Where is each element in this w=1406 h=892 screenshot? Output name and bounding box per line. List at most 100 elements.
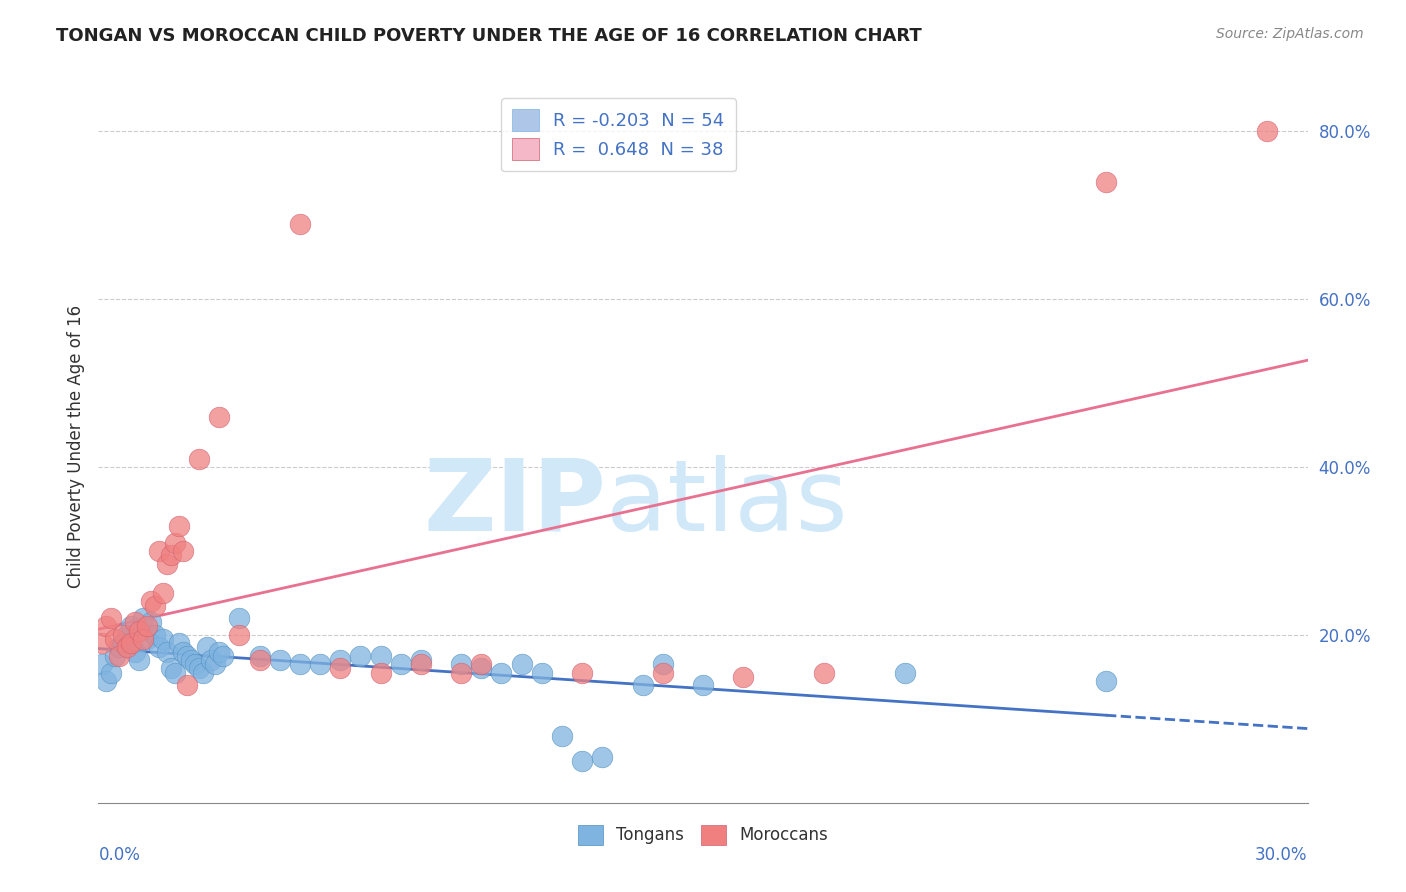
Point bbox=[115, 640, 138, 655]
Point bbox=[120, 636, 142, 650]
Point bbox=[551, 729, 574, 743]
Point bbox=[450, 665, 472, 680]
Point bbox=[103, 648, 125, 663]
Text: 0.0%: 0.0% bbox=[98, 846, 141, 863]
Point bbox=[309, 657, 332, 672]
Point bbox=[139, 615, 162, 630]
Point bbox=[470, 661, 492, 675]
Point bbox=[195, 640, 218, 655]
Point bbox=[208, 409, 231, 424]
Point bbox=[143, 628, 166, 642]
Point bbox=[100, 665, 122, 680]
Point bbox=[329, 661, 352, 675]
Point bbox=[591, 749, 613, 764]
Point bbox=[115, 628, 138, 642]
Point bbox=[91, 636, 114, 650]
Point bbox=[128, 624, 150, 638]
Point bbox=[204, 657, 226, 672]
Point bbox=[132, 611, 155, 625]
Point bbox=[120, 619, 142, 633]
Point bbox=[128, 653, 150, 667]
Y-axis label: Child Poverty Under the Age of 16: Child Poverty Under the Age of 16 bbox=[66, 304, 84, 588]
Point bbox=[148, 544, 170, 558]
Point bbox=[491, 665, 513, 680]
Point bbox=[124, 615, 146, 630]
Point bbox=[208, 645, 231, 659]
Point bbox=[135, 619, 157, 633]
Point bbox=[163, 665, 186, 680]
Text: Source: ZipAtlas.com: Source: ZipAtlas.com bbox=[1216, 27, 1364, 41]
Point bbox=[139, 594, 162, 608]
Point bbox=[143, 599, 166, 613]
Point bbox=[135, 632, 157, 646]
Point bbox=[176, 648, 198, 663]
Point bbox=[100, 611, 122, 625]
Point bbox=[269, 653, 291, 667]
Point bbox=[370, 648, 392, 663]
Point bbox=[193, 665, 215, 680]
Point bbox=[370, 665, 392, 680]
Point bbox=[571, 665, 593, 680]
Point bbox=[329, 653, 352, 667]
Point bbox=[156, 645, 179, 659]
Point bbox=[651, 657, 673, 672]
Point bbox=[200, 653, 222, 667]
Point bbox=[107, 640, 129, 655]
Point bbox=[813, 665, 835, 680]
Point bbox=[1095, 674, 1118, 689]
Point bbox=[111, 628, 134, 642]
Point bbox=[176, 678, 198, 692]
Point bbox=[510, 657, 533, 672]
Point bbox=[111, 636, 134, 650]
Point bbox=[212, 648, 235, 663]
Point bbox=[167, 636, 190, 650]
Point bbox=[389, 657, 412, 672]
Point bbox=[184, 657, 207, 672]
Point bbox=[249, 648, 271, 663]
Point bbox=[107, 648, 129, 663]
Point bbox=[409, 657, 432, 672]
Point bbox=[631, 678, 654, 692]
Point bbox=[733, 670, 755, 684]
Point bbox=[160, 548, 183, 562]
Point bbox=[288, 217, 311, 231]
Point bbox=[249, 653, 271, 667]
Point bbox=[172, 544, 194, 558]
Point bbox=[893, 665, 915, 680]
Point bbox=[228, 611, 250, 625]
Text: ZIP: ZIP bbox=[423, 455, 606, 551]
Point bbox=[103, 632, 125, 646]
Text: TONGAN VS MOROCCAN CHILD POVERTY UNDER THE AGE OF 16 CORRELATION CHART: TONGAN VS MOROCCAN CHILD POVERTY UNDER T… bbox=[56, 27, 922, 45]
Point bbox=[188, 661, 211, 675]
Point bbox=[132, 632, 155, 646]
Point bbox=[96, 619, 118, 633]
Point bbox=[1095, 175, 1118, 189]
Legend: Tongans, Moroccans: Tongans, Moroccans bbox=[571, 818, 835, 852]
Point bbox=[470, 657, 492, 672]
Point bbox=[172, 645, 194, 659]
Point bbox=[160, 661, 183, 675]
Point bbox=[288, 657, 311, 672]
Point bbox=[167, 518, 190, 533]
Point bbox=[152, 586, 174, 600]
Point bbox=[571, 754, 593, 768]
Point bbox=[450, 657, 472, 672]
Text: atlas: atlas bbox=[606, 455, 848, 551]
Point bbox=[152, 632, 174, 646]
Point bbox=[124, 645, 146, 659]
Point bbox=[530, 665, 553, 680]
Point bbox=[228, 628, 250, 642]
Point bbox=[692, 678, 714, 692]
Point bbox=[96, 674, 118, 689]
Point bbox=[1256, 124, 1278, 138]
Point bbox=[156, 557, 179, 571]
Point bbox=[651, 665, 673, 680]
Point bbox=[180, 653, 202, 667]
Point bbox=[349, 648, 371, 663]
Point bbox=[409, 653, 432, 667]
Point bbox=[91, 657, 114, 672]
Point bbox=[188, 451, 211, 466]
Text: 30.0%: 30.0% bbox=[1256, 846, 1308, 863]
Point bbox=[163, 535, 186, 549]
Point bbox=[148, 640, 170, 655]
